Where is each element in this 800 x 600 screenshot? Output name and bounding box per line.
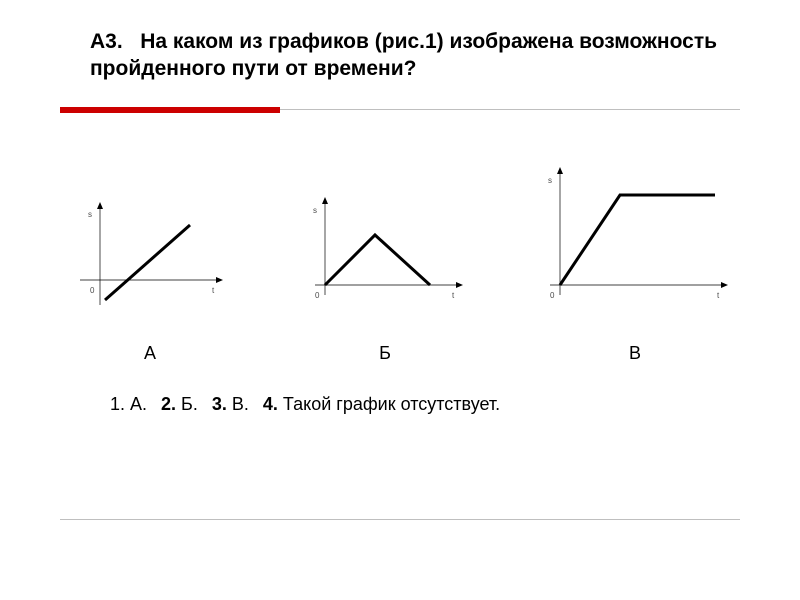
rule-thick bbox=[60, 107, 280, 113]
graph-wrap-B: s 0 t Б bbox=[305, 185, 465, 364]
x-axis-label: t bbox=[717, 291, 720, 300]
graph-A: s 0 t bbox=[70, 185, 230, 325]
graph-line bbox=[105, 225, 190, 300]
graph-wrap-A: s 0 t А bbox=[70, 185, 230, 364]
answer-letter: Такой график отсутствует. bbox=[283, 394, 500, 414]
slide: А3. На каком из графиков (рис.1) изображ… bbox=[0, 0, 800, 600]
y-axis-label: s bbox=[88, 210, 92, 219]
y-axis-label: s bbox=[548, 176, 552, 185]
answer-option: 4. Такой график отсутствует. bbox=[263, 394, 500, 414]
answer-letter: А. bbox=[130, 394, 147, 414]
footer-rule bbox=[60, 519, 740, 520]
graph-row: s 0 t Аs 0 t Бs 0 t В bbox=[70, 165, 730, 364]
answer-letter: Б. bbox=[181, 394, 198, 414]
graph-B: s 0 t bbox=[305, 185, 465, 325]
answer-options: 1. А. 2. Б. 3. В. 4. Такой график отсутству… bbox=[60, 394, 740, 415]
origin-label: 0 bbox=[315, 291, 320, 300]
answer-number: 1. bbox=[110, 394, 130, 414]
graph-wrap-V: s 0 t В bbox=[540, 165, 730, 364]
answer-letter: В. bbox=[232, 394, 249, 414]
answer-option: 3. В. bbox=[212, 394, 249, 414]
title-rule bbox=[60, 105, 740, 115]
answer-option: 2. Б. bbox=[161, 394, 198, 414]
x-axis-label: t bbox=[212, 286, 215, 295]
question-text: На каком из графиков (рис.1) изображена … bbox=[90, 30, 717, 80]
answer-option: 1. А. bbox=[110, 394, 147, 414]
graph-V: s 0 t bbox=[540, 165, 730, 325]
x-axis-label: t bbox=[452, 291, 455, 300]
answer-number: 2. bbox=[161, 394, 181, 414]
origin-label: 0 bbox=[550, 291, 555, 300]
answer-number: 3. bbox=[212, 394, 232, 414]
graph-label: В bbox=[629, 343, 641, 364]
origin-label: 0 bbox=[90, 286, 95, 295]
question-title: А3. На каком из графиков (рис.1) изображ… bbox=[60, 28, 740, 83]
question-number: А3. bbox=[90, 30, 123, 53]
y-axis-label: s bbox=[313, 206, 317, 215]
graph-line bbox=[325, 235, 430, 285]
graph-line bbox=[560, 195, 715, 285]
answer-number: 4. bbox=[263, 394, 283, 414]
graph-label: Б bbox=[379, 343, 391, 364]
graph-label: А bbox=[144, 343, 156, 364]
